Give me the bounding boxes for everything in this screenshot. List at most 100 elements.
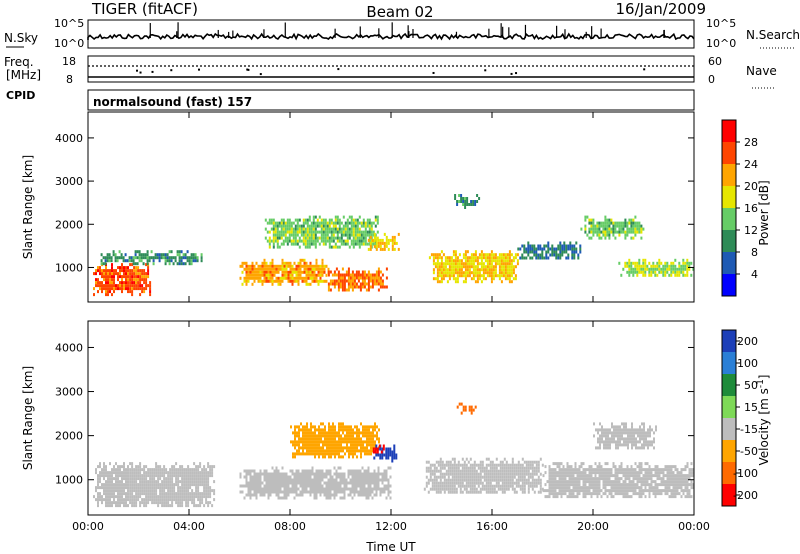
data-cell	[319, 267, 322, 271]
data-cell	[614, 480, 617, 484]
data-cell	[508, 259, 511, 263]
data-cell	[149, 471, 152, 475]
data-cell	[340, 428, 342, 432]
data-cell	[347, 475, 350, 479]
data-cell	[249, 264, 252, 268]
data-cell	[588, 471, 591, 475]
data-cell	[610, 495, 613, 499]
data-cell	[267, 270, 270, 274]
data-cell	[265, 475, 268, 479]
data-cell	[579, 244, 582, 248]
data-cell	[592, 224, 595, 228]
data-cell	[243, 279, 246, 283]
data-cell	[470, 259, 473, 263]
data-cell	[359, 481, 362, 485]
data-cell	[582, 492, 585, 496]
data-cell	[387, 466, 390, 470]
data-cell	[272, 245, 275, 249]
data-cell	[363, 490, 366, 494]
data-cell	[561, 253, 564, 257]
data-cell	[370, 431, 372, 435]
data-cell	[588, 221, 591, 225]
data-cell	[125, 278, 127, 282]
data-cell	[511, 460, 514, 464]
data-cell	[537, 253, 540, 257]
data-cell	[347, 493, 350, 497]
data-cell	[515, 463, 518, 467]
data-cell	[253, 490, 256, 494]
data-cell	[620, 486, 623, 490]
data-cell	[328, 428, 330, 432]
data-cell	[343, 490, 346, 494]
data-cell	[640, 477, 643, 481]
data-cell	[602, 483, 605, 487]
data-cell	[302, 218, 305, 222]
data-cell	[476, 271, 479, 275]
data-cell	[437, 484, 440, 488]
data-cell	[436, 268, 439, 272]
data-cell	[329, 490, 332, 494]
data-cell	[630, 227, 633, 231]
data-cell	[564, 483, 567, 487]
data-cell	[283, 276, 286, 280]
data-cell	[99, 465, 101, 469]
data-cell	[487, 487, 490, 491]
data-cell	[626, 468, 629, 472]
data-cell	[559, 253, 562, 257]
data-cell	[590, 230, 593, 234]
data-cell	[308, 236, 311, 240]
data-cell	[365, 475, 368, 479]
data-cell	[173, 486, 176, 490]
data-cell	[184, 256, 187, 260]
data-cell	[329, 279, 332, 283]
data-cell	[560, 462, 563, 466]
data-cell	[632, 489, 635, 493]
data-cell	[630, 471, 633, 475]
data-cell	[475, 475, 478, 479]
data-cell	[451, 469, 454, 473]
data-cell	[181, 489, 184, 493]
data-cell	[297, 282, 300, 286]
data-cell	[552, 492, 555, 496]
data-cell	[602, 230, 605, 234]
data-cell	[107, 474, 109, 478]
data-cell	[618, 477, 621, 481]
data-cell	[265, 279, 268, 283]
data-cell	[499, 463, 502, 467]
data-cell	[297, 267, 300, 271]
data-cell	[472, 268, 475, 272]
data-cell	[255, 481, 258, 485]
data-cell	[308, 440, 310, 444]
data-cell	[145, 483, 148, 487]
data-cell	[169, 504, 172, 508]
data-cell	[133, 483, 136, 487]
data-cell	[484, 277, 487, 281]
data-cell	[328, 230, 331, 234]
data-cell	[592, 483, 595, 487]
data-cell	[590, 227, 593, 231]
data-cell	[504, 262, 507, 266]
data-cell	[666, 270, 669, 274]
data-cell	[293, 484, 296, 488]
data-cell	[373, 478, 376, 482]
data-cell	[291, 267, 294, 271]
data-cell	[500, 268, 503, 272]
data-cell	[508, 268, 511, 272]
data-cell	[295, 487, 298, 491]
data-cell	[312, 236, 315, 240]
data-cell	[362, 224, 365, 228]
data-cell	[442, 274, 445, 278]
data-cell	[519, 478, 522, 482]
data-cell	[101, 474, 103, 478]
data-cell	[101, 281, 103, 285]
data-cell	[375, 478, 378, 482]
data-cell	[287, 490, 290, 494]
data-cell	[273, 487, 276, 491]
data-cell	[466, 271, 469, 275]
data-cell	[588, 486, 591, 490]
data-cell	[253, 469, 256, 473]
data-cell	[548, 486, 551, 490]
data-cell	[276, 230, 279, 234]
data-cell	[209, 486, 212, 490]
data-cell	[556, 495, 559, 499]
